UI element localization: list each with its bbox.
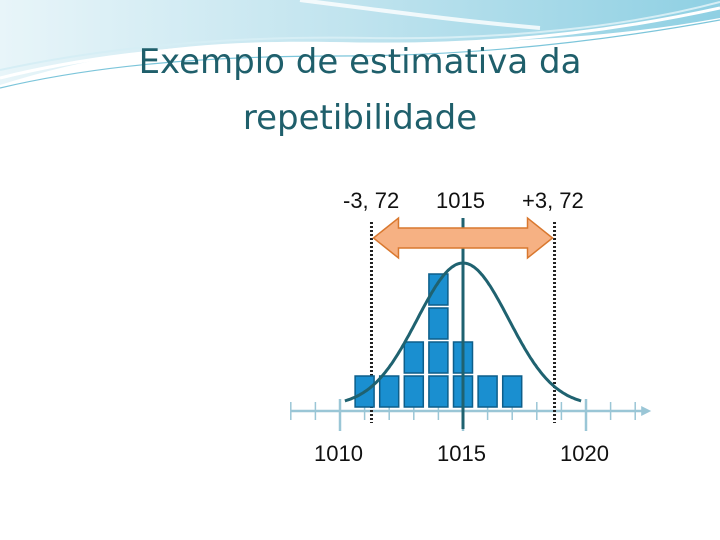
histogram-block (403, 375, 425, 408)
histogram-block (428, 375, 449, 408)
slide-title-line-2: repetibilidade (242, 98, 478, 138)
histogram-block (428, 273, 449, 306)
minus-interval-label: -3, 72 (343, 188, 400, 213)
axis-tick-label: 1020 (560, 441, 609, 466)
histogram-block (378, 375, 400, 408)
histogram-block (428, 341, 449, 374)
histogram-block (501, 375, 523, 408)
histogram-block (403, 341, 425, 374)
slide-title-line-1: Exemplo de estimativa da (138, 42, 582, 82)
plus-interval-label: +3, 72 (522, 188, 584, 213)
x-axis-arrowhead (641, 406, 652, 416)
axis-tick-label: 1010 (314, 441, 363, 466)
center-value-label: 1015 (436, 188, 485, 213)
axis-tick-label: 1015 (437, 441, 486, 466)
histogram-block (477, 375, 498, 408)
histogram-block (428, 307, 449, 340)
interval-double-arrow (372, 216, 554, 260)
